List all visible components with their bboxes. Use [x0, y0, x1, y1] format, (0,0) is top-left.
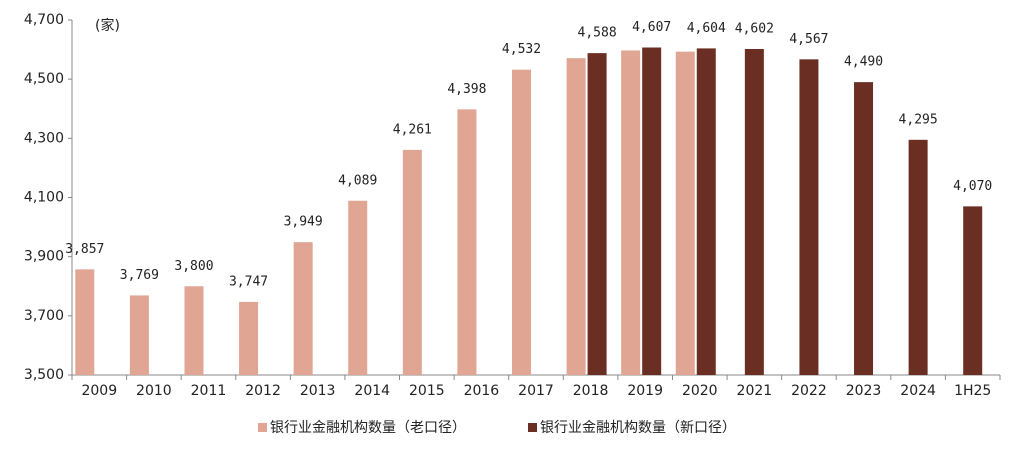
x-tick-label: 2018 — [573, 383, 609, 399]
legend-swatch — [528, 423, 537, 432]
bar — [696, 48, 716, 376]
bar — [587, 53, 607, 376]
bar — [621, 50, 641, 376]
data-label: 3,747 — [229, 274, 268, 289]
data-label: 4,602 — [735, 21, 774, 36]
y-tick-label: 3,900 — [24, 249, 64, 265]
bar — [184, 286, 204, 375]
legend-label: 银行业金融机构数量（老口径） — [270, 420, 466, 436]
data-label: 4,295 — [899, 112, 938, 127]
bar — [457, 109, 477, 375]
data-label: 3,949 — [284, 215, 323, 230]
data-label: 4,532 — [502, 42, 541, 57]
data-label: 4,261 — [393, 122, 432, 137]
bar — [963, 206, 983, 375]
data-label: 4,490 — [844, 55, 883, 70]
x-tick-label: 2011 — [191, 383, 227, 399]
y-tick-label: 4,300 — [24, 130, 64, 146]
data-label: 4,607 — [632, 20, 671, 35]
data-label: 3,800 — [174, 259, 213, 274]
data-label: 3,769 — [120, 268, 159, 283]
x-tick-label: 2010 — [136, 383, 172, 399]
bar — [348, 200, 368, 375]
bar — [642, 47, 662, 375]
bar — [744, 48, 764, 375]
x-tick-label: 2015 — [409, 383, 445, 399]
x-tick-label: 2023 — [846, 383, 882, 399]
x-tick-label: 1H25 — [954, 383, 991, 399]
x-tick-label: 2022 — [791, 383, 827, 399]
y-tick-label: 4,500 — [24, 71, 64, 87]
legend-label: 银行业金融机构数量（新口径） — [540, 420, 736, 436]
y-tick-label: 3,700 — [24, 308, 64, 324]
bar — [908, 139, 928, 375]
bar — [675, 51, 695, 375]
x-tick-label: 2024 — [900, 383, 936, 399]
x-tick-label: 2012 — [245, 383, 281, 399]
y-tick-label: 4,100 — [24, 190, 64, 206]
data-label: 4,567 — [789, 32, 828, 47]
y-tick-label: 4,700 — [24, 12, 64, 28]
data-label: 4,398 — [447, 82, 486, 97]
data-label: 4,070 — [953, 179, 992, 194]
bar — [239, 301, 259, 375]
data-label: 4,588 — [578, 26, 617, 41]
bar — [75, 269, 95, 375]
data-label: 3,857 — [65, 242, 104, 257]
x-tick-label: 2014 — [354, 383, 390, 399]
bar — [799, 59, 819, 376]
x-tick-label: 2017 — [518, 383, 554, 399]
y-tick-label: 3,500 — [24, 367, 64, 383]
bar — [566, 58, 586, 375]
x-tick-label: 2019 — [627, 383, 663, 399]
bar — [402, 149, 422, 375]
data-label: 4,604 — [687, 21, 726, 36]
x-tick-label: 2016 — [464, 383, 500, 399]
bar — [293, 242, 313, 375]
bar — [512, 69, 531, 375]
x-tick-label: 2020 — [682, 383, 718, 399]
bar — [854, 82, 874, 375]
x-tick-label: 2013 — [300, 383, 336, 399]
legend-swatch — [258, 423, 267, 432]
bar — [129, 295, 149, 375]
x-tick-label: 2021 — [737, 383, 773, 399]
x-tick-label: 2009 — [81, 383, 117, 399]
data-label: 4,089 — [338, 173, 377, 188]
unit-annotation: (家) — [95, 17, 120, 34]
